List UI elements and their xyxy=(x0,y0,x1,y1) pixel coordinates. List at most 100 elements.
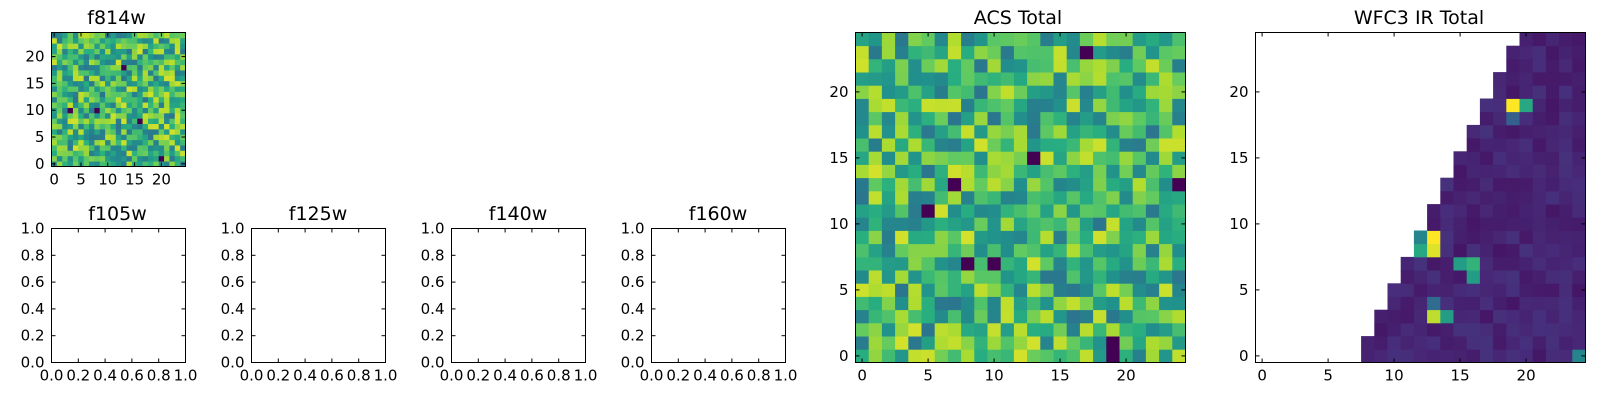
heatmap-cell xyxy=(158,118,165,125)
heatmap-cell xyxy=(67,139,74,146)
y-tick-label: 1.0 xyxy=(221,220,245,238)
heatmap-cell xyxy=(89,59,95,66)
heatmap-cell xyxy=(1132,283,1147,297)
heatmap-cell xyxy=(1145,190,1160,205)
heatmap-cell xyxy=(1093,309,1107,324)
heatmap-cell xyxy=(153,96,160,103)
heatmap-cell xyxy=(1066,309,1081,324)
heatmap-cell xyxy=(1053,270,1068,284)
heatmap-cell xyxy=(174,118,181,125)
heatmap-cell xyxy=(961,230,975,245)
heatmap-cell xyxy=(121,96,127,103)
heatmap-cell xyxy=(1093,151,1107,165)
heatmap-cell xyxy=(1119,85,1134,99)
heatmap-cell xyxy=(1053,296,1068,311)
heatmap-cell xyxy=(1572,230,1586,245)
y-tick-label: 0 xyxy=(839,347,849,365)
heatmap-cell xyxy=(1506,256,1520,271)
heatmap-cell xyxy=(105,91,111,98)
heatmap-cell xyxy=(881,45,896,60)
heatmap-cell xyxy=(67,145,74,151)
heatmap-cell xyxy=(94,96,101,103)
heatmap-cell xyxy=(1466,243,1481,258)
heatmap-cell xyxy=(67,107,74,114)
heatmap-cell xyxy=(921,309,936,324)
heatmap-cell xyxy=(174,32,181,39)
y-tick-label: 0.0 xyxy=(221,354,245,372)
heatmap-cell xyxy=(1013,45,1028,60)
heatmap-cell xyxy=(1506,177,1520,192)
heatmap-cell xyxy=(72,150,79,157)
heatmap-cell xyxy=(1440,296,1454,311)
heatmap-cell xyxy=(142,112,149,119)
heatmap-cell xyxy=(974,164,988,179)
heatmap-cell xyxy=(105,64,111,71)
heatmap-cell xyxy=(147,134,154,141)
heatmap-cell xyxy=(1559,309,1573,324)
heatmap-cell xyxy=(881,256,896,271)
heatmap-cell xyxy=(1159,256,1173,271)
heatmap-cell xyxy=(137,80,144,87)
heatmap-cell xyxy=(961,98,975,113)
heatmap-cell xyxy=(908,217,922,231)
heatmap-cell xyxy=(1040,309,1054,324)
heatmap-cell xyxy=(164,139,170,146)
heatmap-cell xyxy=(1559,45,1573,60)
heatmap-cell xyxy=(78,53,85,60)
heatmap-cell xyxy=(99,59,106,66)
heatmap-cell xyxy=(921,349,936,363)
heatmap-cell xyxy=(1145,177,1160,192)
heatmap-cell xyxy=(1506,296,1520,311)
y-tick-label: 1.0 xyxy=(621,220,645,238)
heatmap-cell xyxy=(934,32,949,47)
heatmap-cell xyxy=(1466,296,1481,311)
heatmap-cell xyxy=(987,32,1002,47)
heatmap-cell xyxy=(147,59,154,66)
heatmap-cell xyxy=(78,145,85,151)
heatmap-cell xyxy=(121,80,127,87)
heatmap-cell xyxy=(1532,151,1547,165)
heatmap-cell xyxy=(51,112,58,119)
heatmap-cell xyxy=(169,53,176,60)
heatmap-cell xyxy=(1000,111,1015,126)
heatmap-cell xyxy=(1145,243,1160,258)
heatmap-cell xyxy=(153,53,160,60)
heatmap-cell xyxy=(855,230,870,245)
heatmap-cell xyxy=(1053,164,1068,179)
heatmap-cell xyxy=(180,32,186,39)
y-tick-label: 1.0 xyxy=(21,220,45,238)
heatmap-cell xyxy=(142,70,149,76)
heatmap-cell xyxy=(1145,204,1160,218)
heatmap-cell xyxy=(1545,217,1560,231)
heatmap-cell xyxy=(1559,85,1573,99)
heatmap-cell xyxy=(1466,204,1481,218)
heatmap-cell xyxy=(131,139,138,146)
heatmap-cell xyxy=(72,59,79,66)
heatmap-cell xyxy=(1093,322,1107,337)
heatmap-cell xyxy=(1519,72,1534,86)
heatmap-cell xyxy=(110,43,117,49)
heatmap-cell xyxy=(115,32,122,39)
heatmap-cell xyxy=(78,107,85,114)
heatmap-cell xyxy=(131,107,138,114)
heatmap-cell xyxy=(142,150,149,157)
heatmap-cell xyxy=(921,151,936,165)
heatmap-cell xyxy=(142,80,149,87)
heatmap-cell xyxy=(1013,58,1028,73)
heatmap-cell xyxy=(1519,336,1534,350)
heatmap-cell xyxy=(974,349,988,363)
heatmap-cell xyxy=(947,349,962,363)
x-tick-label: 20 xyxy=(1517,367,1536,385)
heatmap-cell xyxy=(51,64,58,71)
heatmap-cell xyxy=(947,45,962,60)
heatmap-cell xyxy=(1013,256,1028,271)
heatmap-cell xyxy=(147,128,154,135)
heatmap-cell xyxy=(62,53,68,60)
heatmap-cell xyxy=(908,243,922,258)
heatmap-cell xyxy=(1519,151,1534,165)
heatmap-cell xyxy=(51,128,58,135)
heatmap-cell xyxy=(89,48,95,55)
x-tick-label: 0.8 xyxy=(147,367,171,385)
heatmap-cell xyxy=(987,243,1002,258)
